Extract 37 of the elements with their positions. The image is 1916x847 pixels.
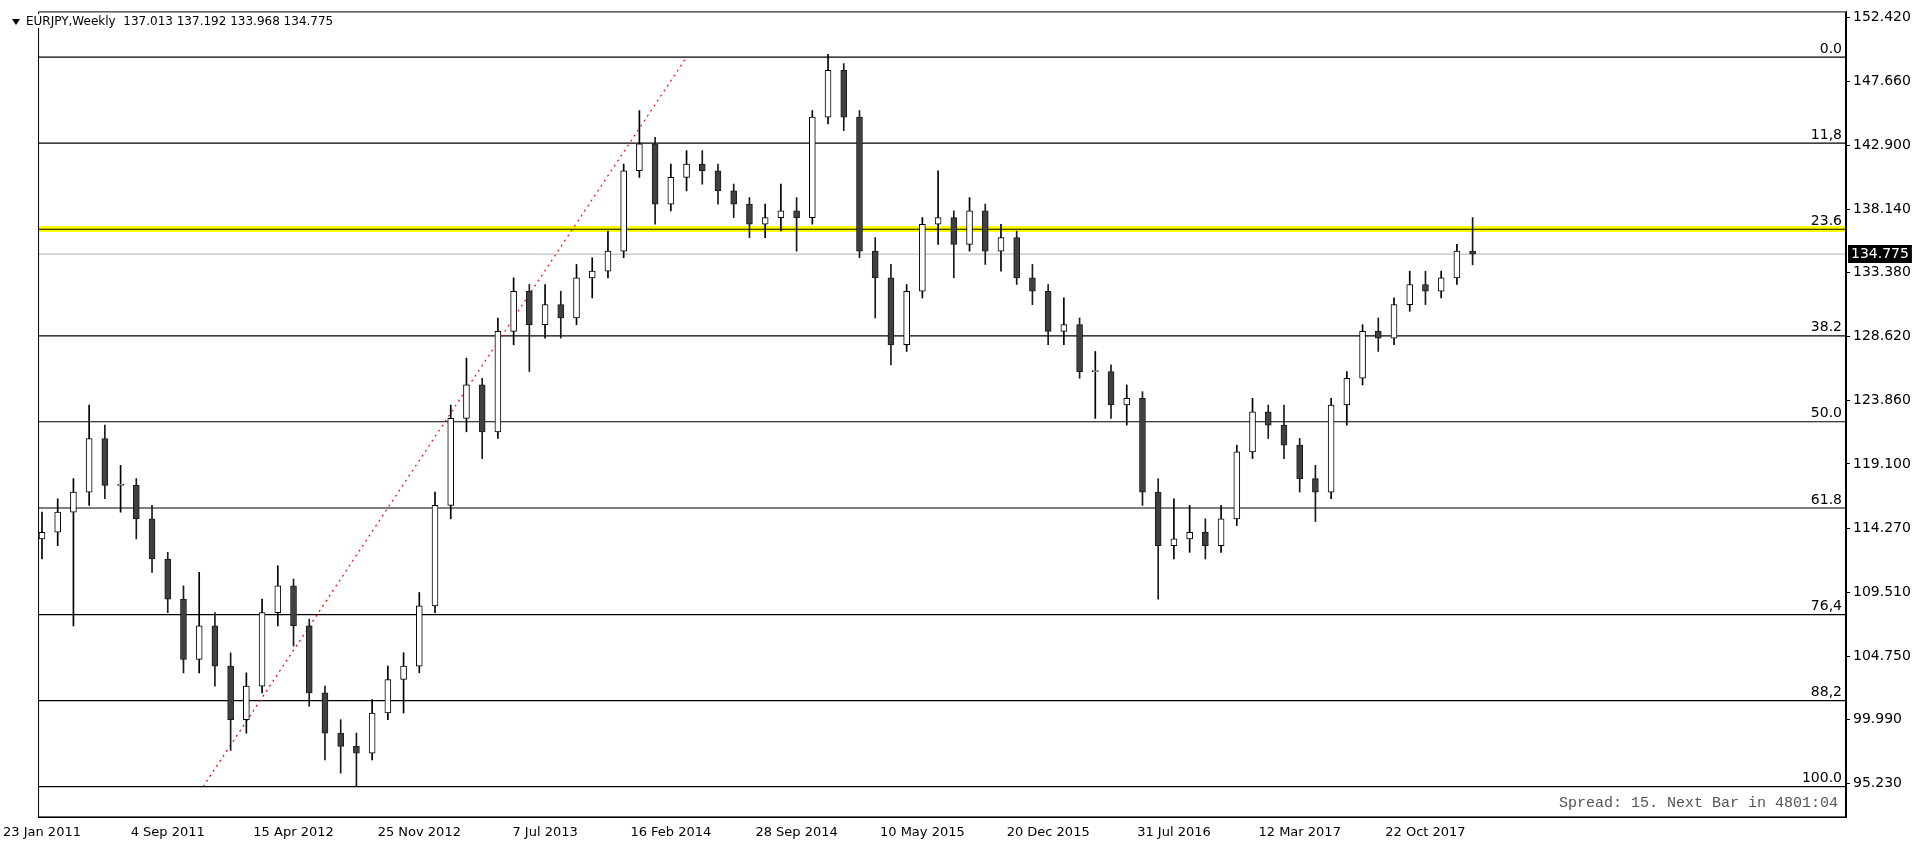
x-tick-label: 12 Mar 2017 (1258, 823, 1341, 839)
annotation: 50.0 (1810, 404, 1842, 421)
y-tick-label: 138.140 (1853, 199, 1911, 216)
y-tick-label: 142.900 (1853, 135, 1911, 152)
chart-title: EURJPY,Weekly 137.013 137.192 133.968 134.775 (24, 14, 336, 28)
x-tick-label: 25 Nov 2012 (377, 823, 461, 839)
ref-line-label: 134.775 (1851, 244, 1909, 261)
y-tick-label: 104.750 (1853, 646, 1911, 663)
annotation: 76,4 (1810, 597, 1843, 614)
annotation: 23.6 (1810, 211, 1843, 228)
annotation: 88,2 (1810, 683, 1842, 700)
annotation: 11,8 (1810, 125, 1842, 142)
y-tick-label: 114.270 (1853, 519, 1911, 536)
x-tick-label: 31 Jul 2016 (1137, 823, 1211, 839)
x-tick-label: 4 Sep 2011 (130, 823, 205, 839)
x-tick-label: 22 Oct 2017 (1385, 823, 1466, 839)
x-tick-label: 23 Jan 2011 (3, 823, 81, 839)
y-tick-label: 95.230 (1853, 774, 1902, 791)
y-tick-label: 123.860 (1853, 390, 1911, 407)
y-tick-label: 147.660 (1853, 72, 1911, 89)
x-tick-label: 20 Dec 2015 (1006, 823, 1090, 839)
y-tick-label: 99.990 (1853, 710, 1902, 727)
annotation: 0.0 (1819, 39, 1842, 56)
x-tick-label: 16 Feb 2014 (630, 823, 712, 839)
y-tick-label: 109.510 (1853, 582, 1911, 599)
annotation: 61.8 (1810, 490, 1842, 507)
y-tick-label: 152.420 (1853, 8, 1911, 25)
annotation: 100.0 (1801, 769, 1842, 786)
annotation: Spread: 15. Next Bar in 4801:04 (1559, 795, 1839, 813)
y-tick-label: 133.380 (1853, 263, 1911, 280)
x-tick-label: 10 May 2015 (879, 823, 965, 839)
annotation: 38.2 (1810, 318, 1842, 335)
x-tick-label: 15 Apr 2012 (253, 823, 334, 839)
x-tick-label: 7 Jul 2013 (512, 823, 578, 839)
x-tick-label: 28 Sep 2014 (755, 823, 838, 839)
y-tick-label: 128.620 (1853, 327, 1911, 344)
y-tick-label: 119.100 (1853, 454, 1911, 471)
